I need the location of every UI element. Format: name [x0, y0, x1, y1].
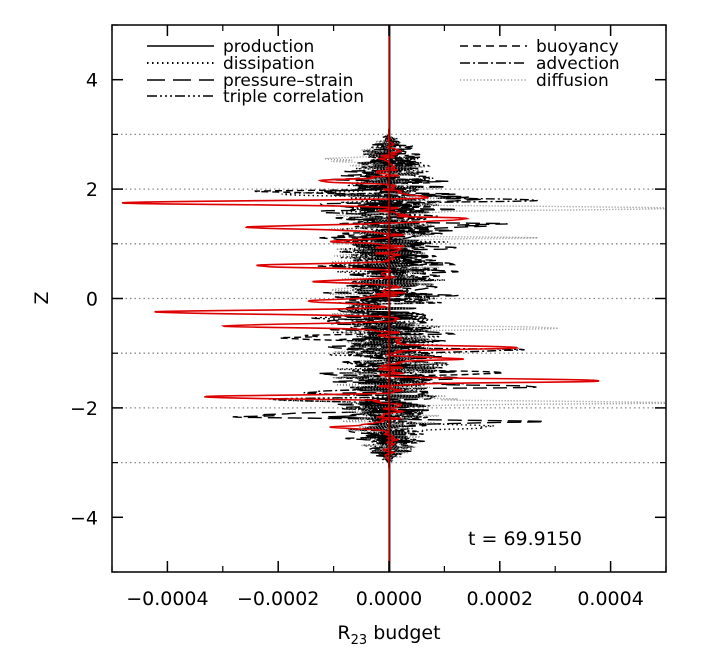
- series-line-pressure-strain: [232, 128, 545, 469]
- y-tick-label: 2: [86, 179, 98, 201]
- x-axis-title-subscript: 23: [351, 633, 368, 648]
- y-tick-label: 4: [86, 70, 98, 92]
- series-line-diffusion: [324, 128, 666, 469]
- legend-label-dissipation: dissipation: [223, 54, 315, 74]
- y-tick-label: −2: [70, 398, 98, 420]
- time-annotation: t = 69.9150: [468, 528, 582, 550]
- x-tick-label: 0.0000: [356, 588, 422, 610]
- legend-label-production: production: [223, 37, 314, 57]
- x-axis-title-main: R: [337, 622, 350, 644]
- y-tick-label: −4: [70, 507, 98, 529]
- y-axis-title: Z: [31, 291, 53, 304]
- x-axis-title: R23 budget: [337, 622, 440, 648]
- legend: production dissipation pressure–strain t…: [147, 37, 620, 107]
- curves: [121, 25, 666, 572]
- y-tick-label: 0: [86, 289, 98, 311]
- x-tick-label: −0.0004: [126, 588, 208, 610]
- x-tick-label: 0.0002: [467, 588, 533, 610]
- series-line-red: [121, 128, 600, 469]
- legend-label-advection: advection: [536, 54, 620, 74]
- legend-label-diffusion: diffusion: [536, 71, 609, 91]
- legend-label-buoyancy: buoyancy: [536, 37, 619, 57]
- x-axis-title-suffix: budget: [367, 622, 440, 644]
- x-tick-label: 0.0004: [577, 588, 643, 610]
- x-tick-label: −0.0002: [237, 588, 319, 610]
- legend-label-pressure-strain: pressure–strain: [223, 71, 353, 91]
- series-line-dissipation: [272, 128, 495, 469]
- axis-ticks: −0.0004 −0.0002 0.0000 0.0002 0.0004 −4 −2 0 2 4: [70, 24, 667, 610]
- legend-label-triple-correlation: triple correlation: [223, 87, 364, 107]
